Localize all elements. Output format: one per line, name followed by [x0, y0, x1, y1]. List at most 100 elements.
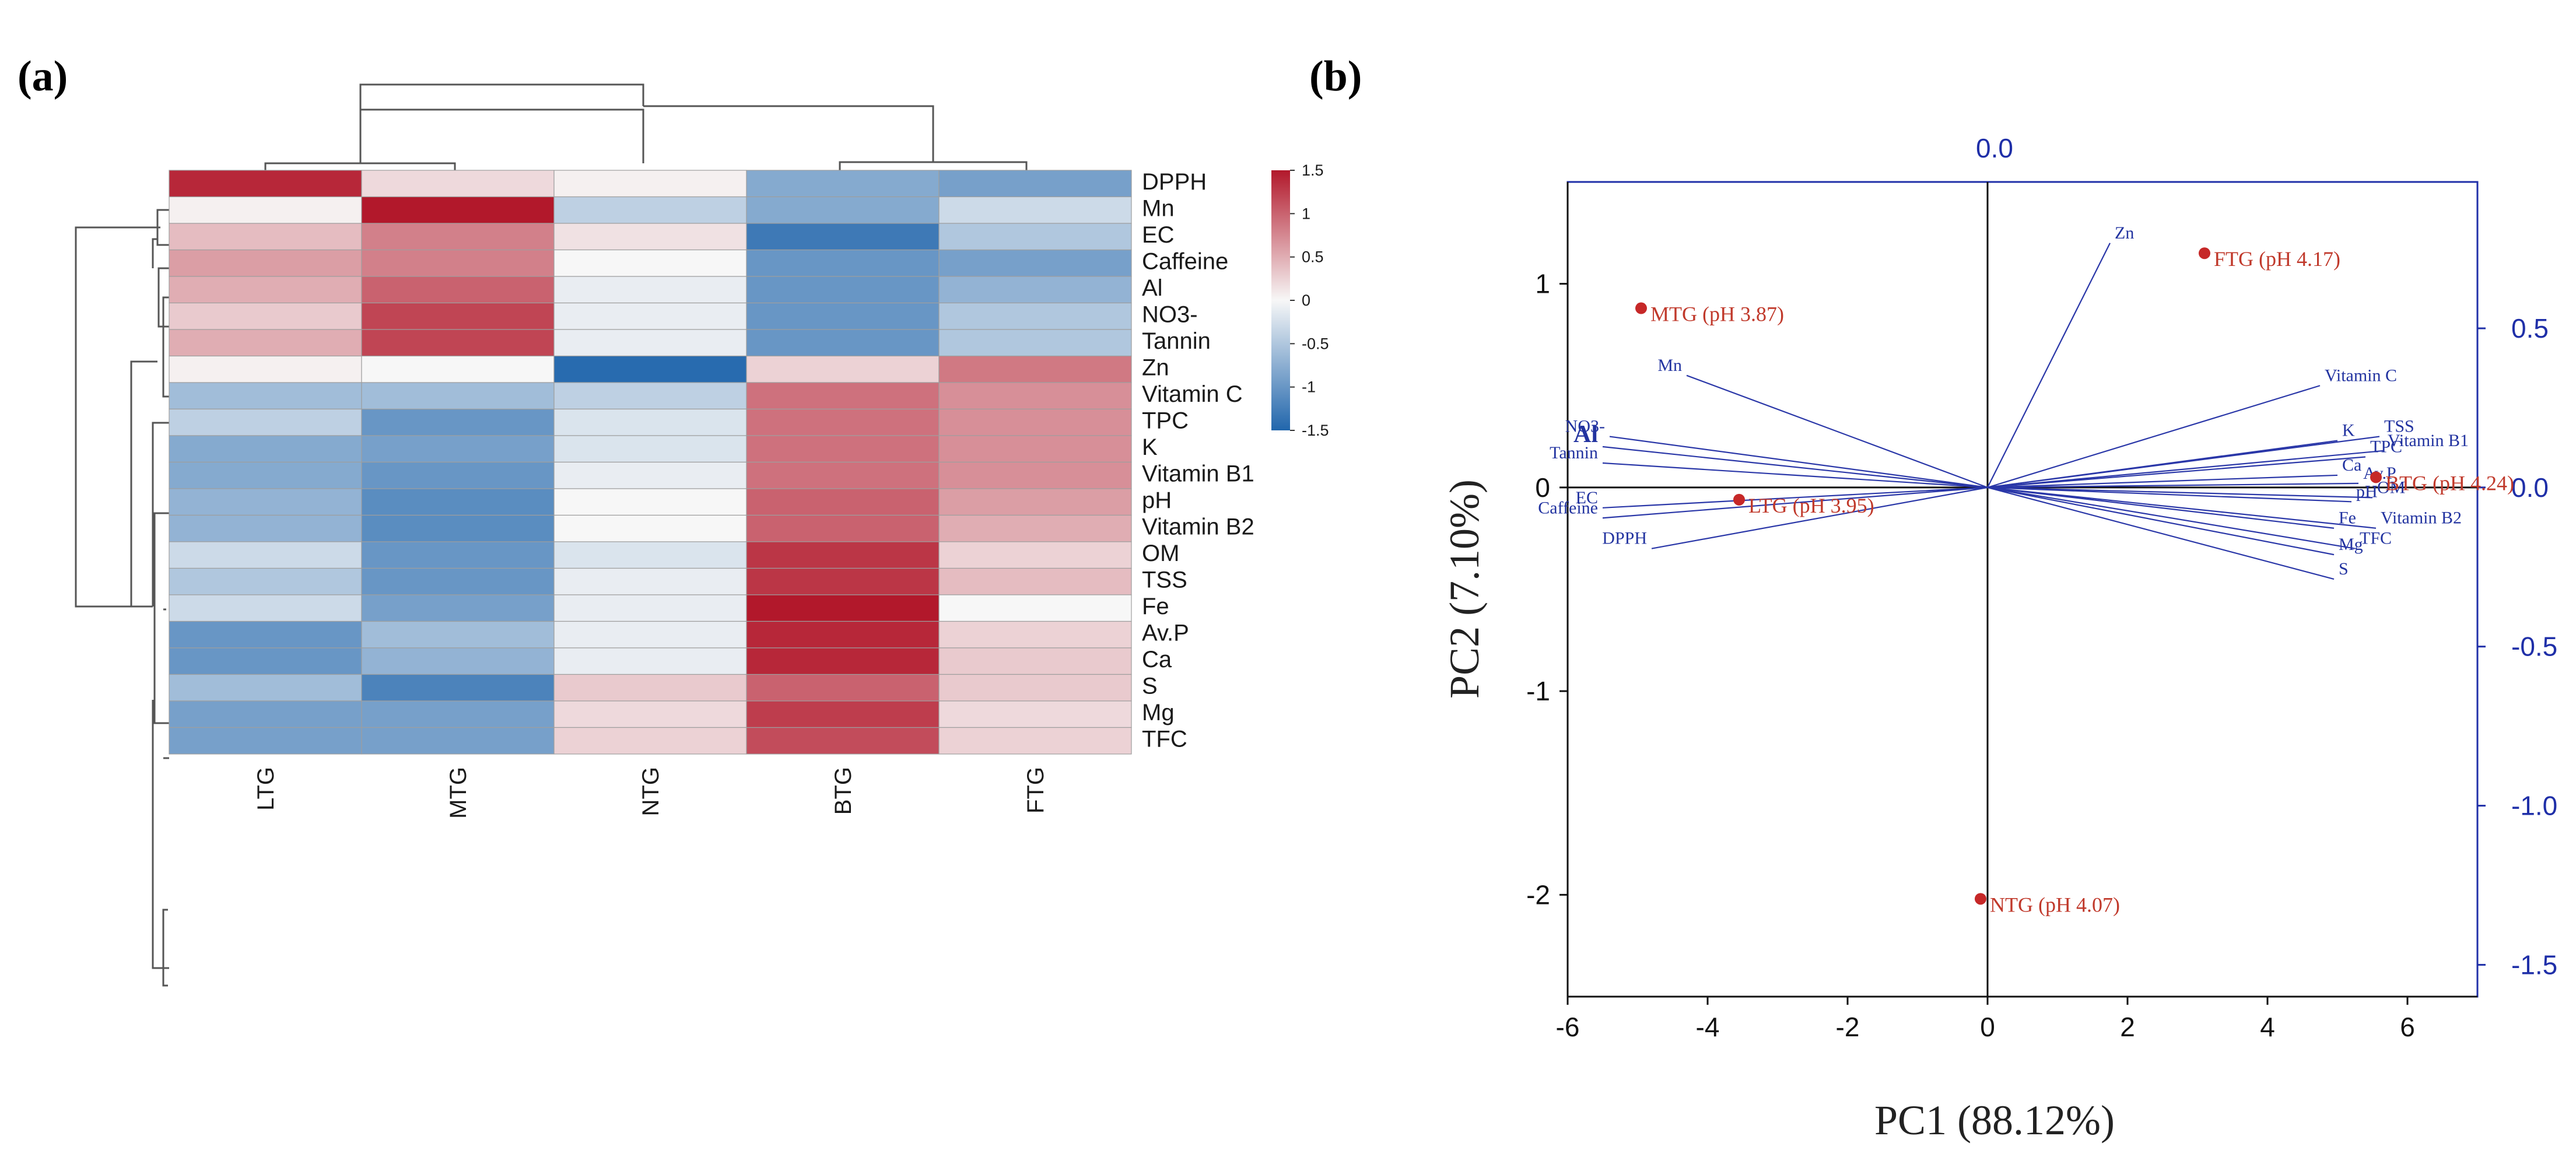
loading-label: Tannin: [1550, 443, 1598, 462]
right-tick-label: -1.5: [2511, 949, 2557, 980]
loading-label: Al: [1573, 421, 1598, 448]
heatmap-cell: [938, 355, 1132, 383]
heatmap-cell: [169, 196, 362, 224]
loading-label: Caffeine: [1538, 498, 1598, 517]
heatmap-cell: [169, 620, 362, 648]
loading-label: Mn: [1657, 356, 1682, 375]
loading-vector: [1987, 486, 2356, 549]
heatmap-cell: [553, 674, 747, 702]
loading-vector: [1987, 456, 2366, 488]
heatmap-cell: [361, 223, 555, 251]
heatmap-cell: [553, 382, 747, 410]
heatmap-cell: [553, 488, 747, 516]
heatmap-cell: [746, 302, 940, 330]
row-label: Al: [1142, 275, 1163, 301]
heatmap-cell: [169, 674, 362, 702]
row-label: Av.P: [1142, 620, 1189, 646]
score-point: [2370, 471, 2382, 483]
heatmap-cell: [938, 382, 1132, 410]
loading-vector: [1602, 486, 1988, 519]
loading-label: Zn: [2115, 223, 2134, 243]
heatmap-cell: [361, 196, 555, 224]
right-tick-label: 0.5: [2511, 313, 2549, 343]
col-label: FTG: [1023, 767, 1049, 814]
heatmap-cell: [553, 276, 747, 304]
heatmap-cell: [938, 727, 1132, 755]
heatmap-cell: [169, 594, 362, 622]
heatmap-cell: [553, 567, 747, 595]
heatmap-cell: [169, 355, 362, 383]
heatmap-cell: [746, 461, 940, 489]
heatmap-cell: [361, 567, 555, 595]
heatmap-cell: [553, 727, 747, 755]
row-label: S: [1142, 673, 1158, 699]
heatmap-cell: [553, 329, 747, 357]
heatmap-cell: [361, 329, 555, 357]
x-tick-label: 6: [2400, 1012, 2415, 1042]
heatmap-cell: [746, 170, 940, 198]
loading-label: S: [2339, 559, 2349, 578]
colorbar-tick-label: 0: [1302, 292, 1310, 309]
heatmap-cell: [938, 302, 1132, 330]
heatmap-cell: [746, 223, 940, 251]
y-axis-ticks: 1 0 -1 -2: [1526, 269, 1568, 910]
heatmap-cell: [553, 355, 747, 383]
loading-label: Vitamin B1: [2388, 431, 2469, 450]
col-label: NTG: [638, 767, 664, 816]
dendrogram: [75, 83, 1028, 987]
colorbar: 1.5 1 0.5 0 -0.5 -1 -1.5: [1271, 162, 1329, 439]
heatmap-cell: [746, 700, 940, 728]
loading-vector: [1602, 462, 1988, 488]
loading-label: Ca: [2342, 455, 2361, 475]
row-label: Caffeine: [1142, 248, 1228, 274]
row-label: Zn: [1142, 355, 1169, 380]
loading-vector: [1987, 450, 2384, 488]
heatmap-col-labels: LTG MTG NTG BTG FTG: [253, 767, 1049, 819]
heatmap-cell: [553, 514, 747, 542]
score-point: [1635, 302, 1647, 314]
colorbar-tick-label: 1.5: [1302, 162, 1324, 179]
heatmap-cell: [938, 674, 1132, 702]
heatmap-cell: [361, 355, 555, 383]
right-tick-label: -0.5: [2511, 632, 2557, 662]
heatmap-cell: [361, 541, 555, 569]
heatmap-cell: [746, 514, 940, 542]
loading-vector: [1651, 486, 1988, 549]
col-dendrogram: [264, 83, 1028, 170]
col-label: BTG: [830, 767, 856, 815]
heatmap-cell: [169, 329, 362, 357]
score-label: BTG (pH 4.24): [2385, 471, 2514, 495]
top-axis-label: 0.0: [1976, 133, 2013, 163]
colorbar-tick-label: -0.5: [1302, 335, 1329, 352]
heatmap-cell: [938, 647, 1132, 675]
loading-label: pH: [2356, 482, 2378, 501]
heatmap-cell: [169, 276, 362, 304]
heatmap-cell: [746, 727, 940, 755]
heatmap-cell: [361, 435, 555, 463]
heatmap-cell: [361, 249, 555, 277]
score-label: LTG (pH 3.95): [1748, 494, 1874, 517]
loading-label: Vitamin C: [2325, 366, 2397, 385]
score-point: [2199, 247, 2210, 260]
heatmap-cell: [169, 567, 362, 595]
colorbar-tick-label: -1.5: [1302, 422, 1329, 439]
heatmap-cell: [938, 276, 1132, 304]
heatmap-cell: [361, 302, 555, 330]
loading-label: TSS: [2384, 417, 2414, 436]
heatmap-cell: [169, 541, 362, 569]
heatmap-cell: [553, 435, 747, 463]
heatmap-cell: [938, 329, 1132, 357]
heatmap-cell: [553, 249, 747, 277]
heatmap-cell: [746, 620, 940, 648]
heatmap-cell: [361, 594, 555, 622]
row-label: Mn: [1142, 195, 1175, 221]
colorbar-tick-label: -1: [1302, 378, 1316, 396]
heatmap-cell: [938, 223, 1132, 251]
loading-label: NO3-: [1565, 417, 1605, 436]
loading-vector: [1987, 385, 2321, 488]
row-label: DPPH: [1142, 169, 1207, 195]
x-axis-ticks: -6 -4 -2 0 2 4 6: [1556, 997, 2415, 1042]
biplot-panel: -6 -4 -2 0 2 4 6 1 0 -1 -2 0.5 0.0 -0.5 -1.0 -1.5 0.0…: [1441, 133, 2557, 1144]
loading-vector: [1987, 440, 2338, 488]
